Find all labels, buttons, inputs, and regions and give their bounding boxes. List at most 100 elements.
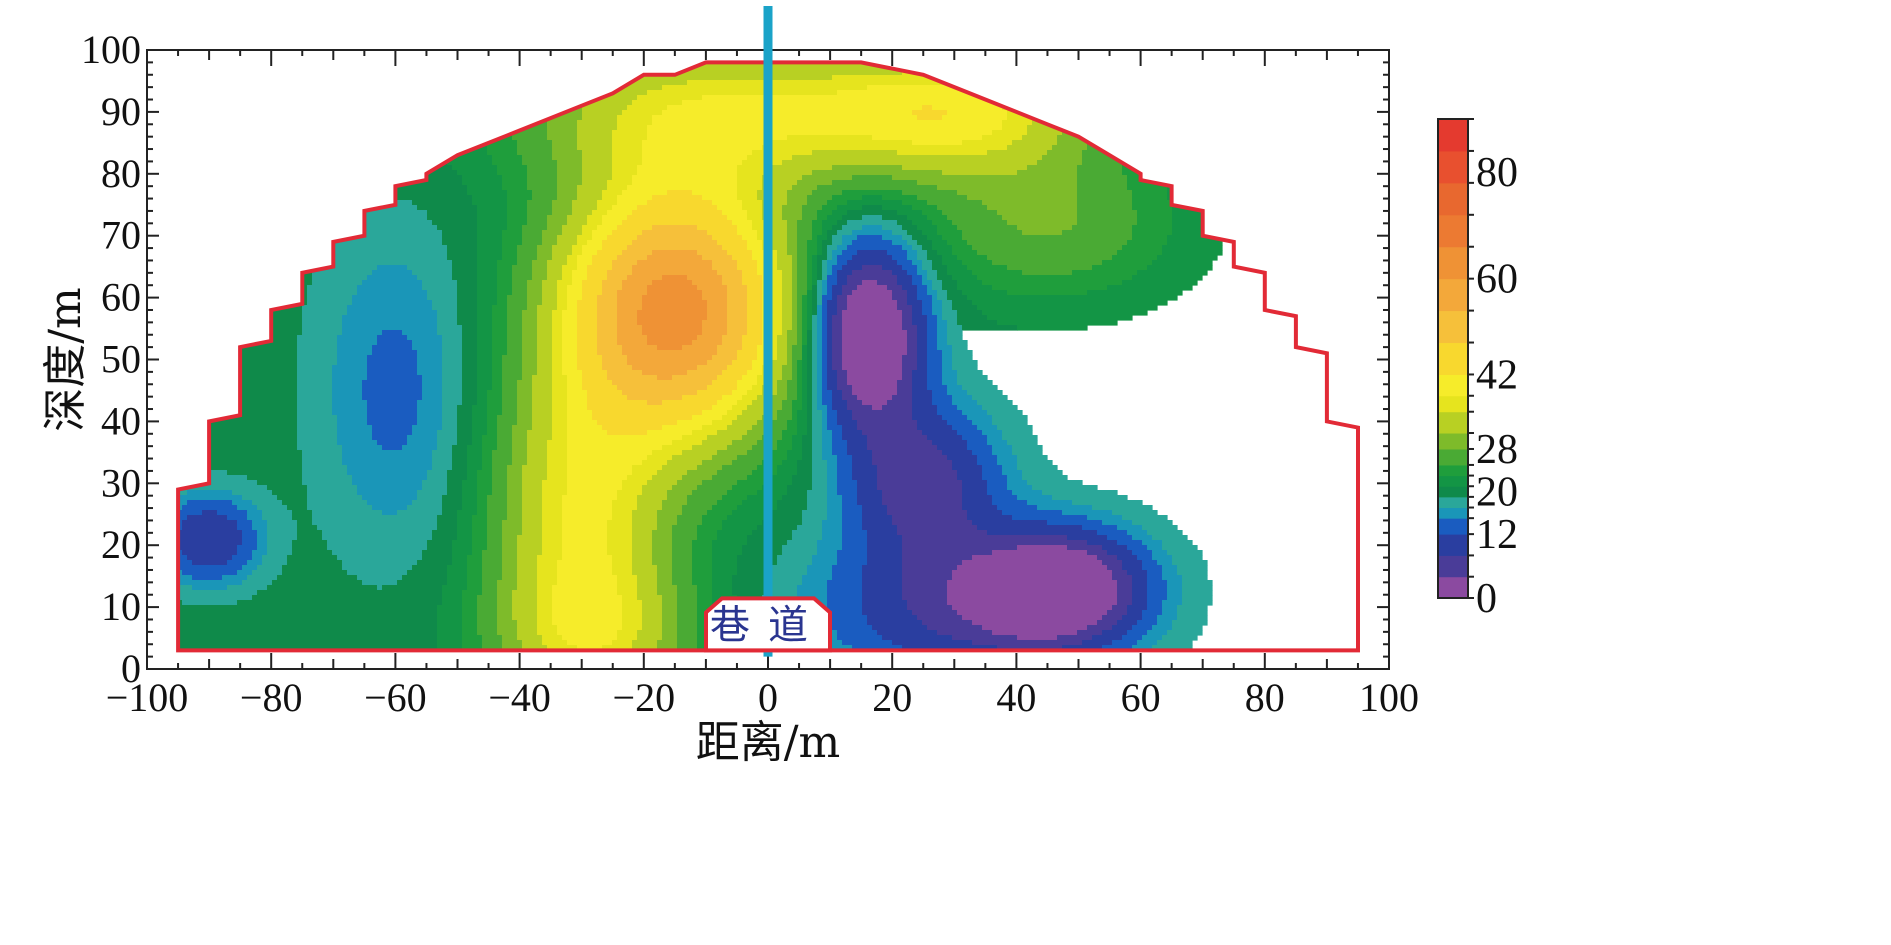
contour-cell [847, 380, 898, 386]
contour-cell [542, 235, 558, 241]
contour-cell [457, 535, 473, 541]
contour-cell [642, 625, 663, 631]
contour-cell [422, 380, 443, 386]
contour-cell [462, 495, 478, 501]
contour-cell [612, 145, 643, 151]
contour-cell [178, 590, 258, 596]
contour-cell [777, 465, 798, 471]
contour-cell [902, 575, 953, 581]
contour-cell [942, 210, 998, 216]
contour-cell [812, 325, 818, 331]
contour-cell [562, 550, 608, 556]
contour-cell [522, 480, 543, 486]
contour-cell [1117, 580, 1133, 586]
contour-cell [517, 90, 563, 96]
contour-cell [567, 465, 633, 471]
contour-cell [672, 375, 718, 381]
contour-cell [987, 440, 1008, 446]
contour-cell [1042, 155, 1083, 161]
contour-cell [178, 395, 298, 401]
contour-cell [837, 420, 858, 426]
contour-cell [1037, 160, 1083, 166]
contour-cell [742, 345, 758, 351]
contour-cell [562, 335, 578, 341]
contour-cell [1112, 625, 1133, 631]
contour-cell [462, 355, 478, 361]
contour-cell [707, 300, 728, 306]
contour-cell [807, 350, 813, 356]
contour-cell [812, 230, 823, 236]
contour-cell [807, 370, 813, 376]
contour-cell [337, 345, 373, 351]
contour-cell [937, 345, 953, 351]
contour-cell [297, 345, 338, 351]
contour-cell [452, 555, 468, 561]
contour-cell [802, 310, 808, 316]
contour-cell [817, 210, 833, 216]
contour-cell [367, 355, 418, 361]
contour-cell [912, 245, 923, 251]
contour-cell [477, 400, 488, 406]
contour-cell [632, 240, 718, 246]
contour-cell [802, 340, 808, 346]
contour-cell [922, 210, 943, 216]
contour-cell [1112, 655, 1143, 661]
contour-cell [647, 200, 713, 206]
contour-cell [802, 330, 808, 336]
contour-cell [1057, 135, 1088, 141]
contour-cell [362, 390, 423, 396]
contour-cell [992, 550, 1088, 556]
contour-cell [517, 570, 538, 576]
contour-cell [902, 535, 1068, 541]
contour-cell [772, 335, 778, 341]
contour-cell [967, 390, 1003, 396]
contour-cell [422, 395, 443, 401]
contour-cell [792, 285, 798, 291]
contour-cell [437, 610, 463, 616]
contour-cell [772, 340, 778, 346]
contour-cell [467, 560, 483, 566]
contour-cell [512, 440, 528, 446]
contour-cell [432, 65, 503, 71]
contour-cell [477, 240, 503, 246]
contour-cell [612, 135, 648, 141]
colorbar-label: 0 [1476, 576, 1497, 622]
contour-cell [907, 240, 918, 246]
contour-cell [727, 490, 758, 496]
contour-cell [462, 605, 478, 611]
contour-cell [442, 590, 463, 596]
contour-cell [747, 320, 763, 326]
contour-cell [552, 600, 623, 606]
contour-cell [542, 515, 563, 521]
contour-cell [772, 310, 783, 316]
contour-cell [607, 550, 633, 556]
contour-cell [967, 440, 988, 446]
contour-cell [377, 335, 408, 341]
contour-cell [1132, 590, 1148, 596]
contour-cell [332, 395, 363, 401]
contour-cell [527, 205, 553, 211]
contour-cell [787, 195, 808, 201]
contour-cell [727, 295, 748, 301]
contour-cell [812, 305, 818, 311]
contour-cell [182, 525, 238, 531]
contour-cell [492, 455, 513, 461]
contour-cell [747, 305, 763, 311]
contour-cell [797, 225, 813, 231]
contour-cell [427, 75, 493, 81]
contour-cell [178, 80, 423, 86]
contour-cell [587, 265, 613, 271]
contour-cell [702, 440, 733, 446]
contour-cell [832, 295, 838, 301]
contour-cell [862, 510, 888, 516]
contour-cell [772, 320, 783, 326]
contour-cell [492, 360, 503, 366]
contour-cell [817, 355, 823, 361]
contour-cell [572, 200, 598, 206]
contour-cell [812, 485, 828, 491]
contour-cell [342, 325, 438, 331]
contour-cell [767, 580, 803, 586]
contour-cell [178, 210, 348, 216]
contour-cell [812, 385, 818, 391]
contour-cell [557, 560, 613, 566]
